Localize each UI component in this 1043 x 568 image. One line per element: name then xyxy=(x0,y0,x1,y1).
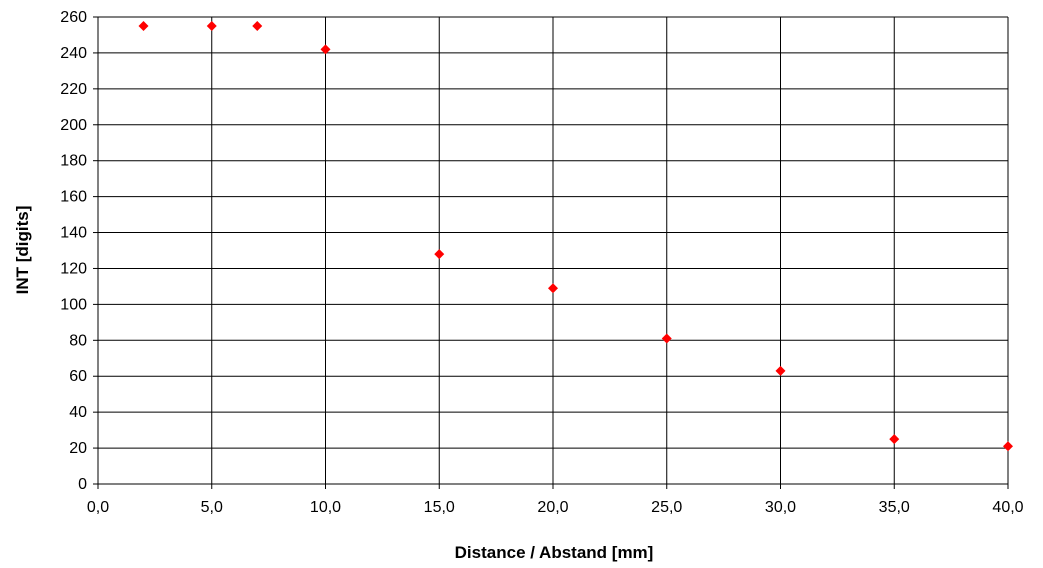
x-tick-label: 15,0 xyxy=(424,499,455,516)
y-tick-label: 220 xyxy=(60,81,87,98)
y-tick-label: 120 xyxy=(60,260,87,277)
x-tick-label: 40,0 xyxy=(992,499,1023,516)
y-tick-label: 20 xyxy=(69,440,87,457)
y-tick-label: 160 xyxy=(60,189,87,206)
data-point xyxy=(1003,441,1013,452)
x-tick-label: 35,0 xyxy=(879,499,910,516)
y-tick-label: 60 xyxy=(69,368,87,385)
grid-lines xyxy=(93,16,1009,489)
data-point xyxy=(548,283,558,294)
x-tick-labels: 0,0 5,0 10,0 15,0 20,0 25,0 30,0 35,0 40,0 xyxy=(87,499,1024,516)
x-axis-title: Distance / Abstand [mm] xyxy=(455,543,654,562)
y-tick-label: 80 xyxy=(69,332,87,349)
data-point xyxy=(206,20,217,31)
y-tick-label: 260 xyxy=(60,9,87,26)
x-tick-label: 5,0 xyxy=(201,499,223,516)
y-tick-label: 0 xyxy=(78,476,87,493)
data-point xyxy=(138,20,149,31)
y-tick-label: 180 xyxy=(60,153,87,170)
x-tick-label: 20,0 xyxy=(537,499,568,516)
data-point xyxy=(320,44,331,55)
y-tick-labels: 0 20 40 60 80 100 120 140 160 180 200 220 240 260 xyxy=(60,9,87,493)
data-point xyxy=(434,249,445,260)
x-tick-label: 0,0 xyxy=(87,499,109,516)
data-point xyxy=(889,434,900,445)
data-points xyxy=(138,20,1013,452)
x-tick-label: 10,0 xyxy=(310,499,341,516)
x-tick-label: 30,0 xyxy=(765,499,796,516)
data-point xyxy=(252,20,263,31)
y-tick-label: 200 xyxy=(60,117,87,134)
data-point xyxy=(661,333,672,344)
y-tick-label: 100 xyxy=(60,296,87,313)
y-tick-label: 140 xyxy=(60,225,87,242)
y-tick-label: 40 xyxy=(69,404,87,421)
data-point xyxy=(775,365,786,376)
y-axis-title: INT [digits] xyxy=(13,206,32,295)
y-tick-label: 240 xyxy=(60,45,87,62)
x-tick-label: 25,0 xyxy=(651,499,682,516)
